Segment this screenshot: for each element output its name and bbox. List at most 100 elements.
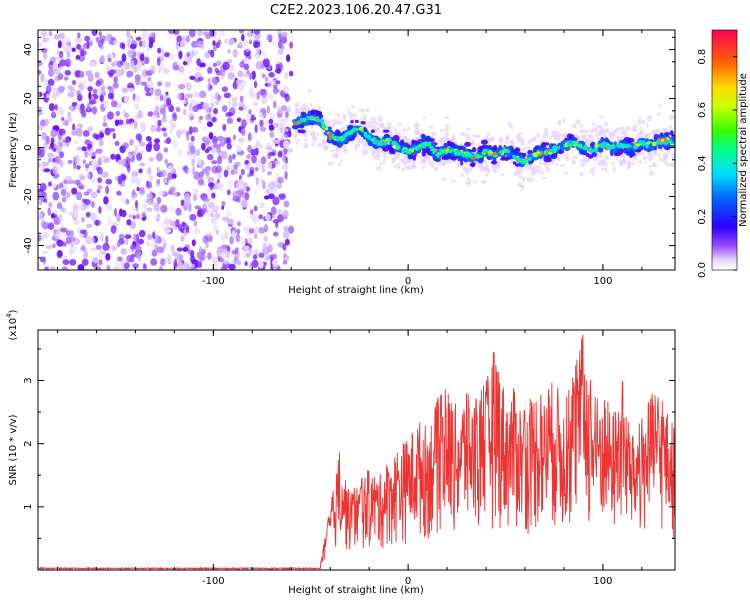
noise-speckle [43,141,48,150]
trace-halo-speckle [414,122,420,127]
noise-speckle [266,34,273,41]
noise-speckle [267,244,273,253]
trace-halo-speckle [604,153,608,160]
noise-speckle [148,40,153,49]
noise-speckle [258,252,265,258]
trace-body-speckle [421,135,426,143]
noise-speckle [281,31,288,38]
noise-speckle [190,50,195,58]
trace-halo-speckle [406,165,412,170]
trace-body-speckle [543,155,550,163]
noise-speckle [225,209,232,217]
noise-speckle [90,191,98,199]
noise-speckle [78,54,85,62]
noise-speckle [286,54,291,63]
noise-speckle [196,103,204,110]
trace-halo-speckle [338,162,342,167]
noise-speckle [258,260,264,269]
trace-body-speckle [597,147,604,153]
noise-speckle [118,233,125,241]
trace-halo-speckle [438,139,443,144]
noise-speckle [253,80,258,89]
noise-speckle [227,72,235,80]
noise-speckle [187,249,195,255]
noise-speckle [190,135,195,142]
noise-speckle [156,178,161,186]
noise-speckle [50,141,54,149]
trace-halo-speckle [466,168,470,173]
noise-speckle [38,42,44,48]
noise-speckle [112,82,119,89]
trace-halo-speckle [351,105,356,109]
noise-speckle [41,131,47,140]
noise-speckle [157,236,162,244]
trace-body-speckle [649,144,653,149]
noise-speckle [211,165,219,174]
trace-halo-speckle [541,171,544,176]
noise-speckle [155,95,160,101]
spectrogram-frame [37,29,676,271]
noise-speckle [144,56,150,65]
noise-speckle [69,86,75,95]
noise-speckle [110,153,116,160]
noise-speckle [239,61,246,68]
noise-speckle [251,259,259,268]
trace-halo-speckle [465,128,472,131]
noise-speckle [111,244,117,252]
trace-body-speckle [471,149,476,153]
noise-speckle [71,102,78,107]
trace-halo-speckle [659,148,664,153]
snr-y-tick-label: 2 [23,440,34,446]
trace-halo-speckle [369,117,374,120]
noise-speckle [239,95,244,103]
noise-speckle [76,165,81,170]
noise-speckle [181,36,186,42]
noise-speckle [248,109,252,115]
trace-core-speckle [664,141,668,146]
trace-halo-speckle [509,125,514,129]
noise-speckle [248,73,253,80]
noise-speckle [95,148,103,154]
trace-body-speckle [447,140,452,148]
noise-speckle [277,176,284,184]
noise-speckle [259,126,267,132]
colorbar-tick-label: 0.6 [697,102,708,118]
noise-speckle [264,76,269,83]
trace-halo-speckle [627,160,632,166]
noise-speckle [195,66,202,71]
noise-speckle [222,105,228,112]
trace-body-speckle [505,156,509,162]
trace-core-speckle [503,148,507,153]
trace-core-speckle [445,147,448,150]
noise-speckle [38,124,44,131]
trace-halo-speckle [379,162,383,166]
noise-speckle [148,175,154,181]
noise-speckle [102,122,108,127]
noise-speckle [161,127,167,132]
noise-speckle [143,33,150,38]
trace-halo-speckle [422,116,426,120]
trace-body-speckle [581,150,588,156]
noise-speckle [42,191,47,199]
noise-speckle [146,181,153,189]
noise-speckle [249,228,255,234]
trace-halo-speckle [481,180,485,184]
noise-speckle [199,90,207,99]
trace-halo-speckle [555,162,559,166]
trace-core-speckle [540,152,544,155]
noise-speckle [284,171,288,180]
noise-speckle [124,234,132,240]
noise-speckle [282,153,286,163]
noise-speckle [40,148,45,158]
trace-halo-speckle [527,176,532,183]
trace-core-speckle [447,145,451,149]
noise-speckle [204,136,210,142]
noise-speckle [282,230,290,239]
noise-speckle [238,187,243,197]
trace-core-speckle [321,121,325,126]
noise-speckle [228,154,233,164]
trace-halo-speckle [335,148,338,151]
spectrogram-y-tick-label: 0 [23,144,34,150]
noise-speckle [101,84,106,92]
